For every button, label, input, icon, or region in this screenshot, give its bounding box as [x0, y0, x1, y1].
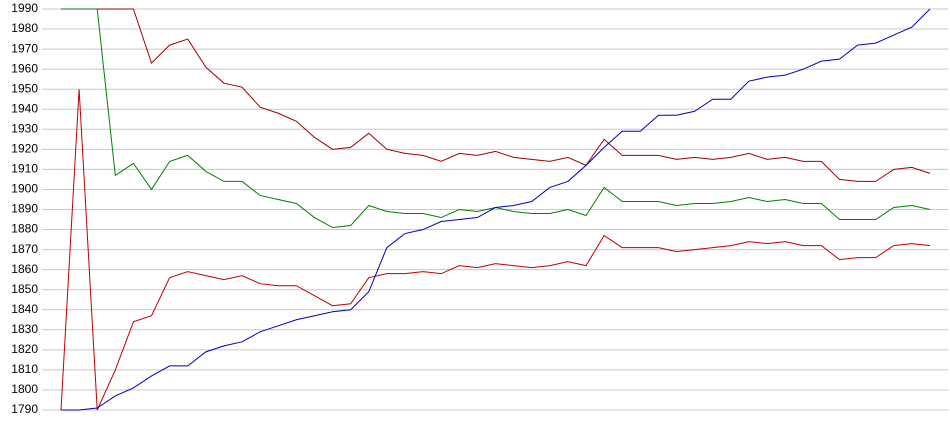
- y-tick-label: 1820: [11, 342, 38, 356]
- series-line: [61, 8, 931, 411]
- y-tick-label: 1980: [11, 21, 38, 35]
- series-line: [61, 8, 931, 229]
- y-tick-label: 1880: [11, 222, 38, 236]
- y-tick-label: 1850: [11, 282, 38, 296]
- y-tick-label: 1900: [11, 182, 38, 196]
- series-line: [61, 8, 931, 182]
- y-tick-label: 1930: [11, 121, 38, 135]
- y-tick-label: 1910: [11, 162, 38, 176]
- series-line: [60, 89, 931, 411]
- y-tick-label: 1840: [11, 302, 38, 316]
- y-tick-label: 1870: [11, 242, 38, 256]
- y-tick-label: 1860: [11, 262, 38, 276]
- y-tick-label: 1920: [11, 142, 38, 156]
- y-tick-label: 1940: [11, 101, 38, 115]
- y-tick-label: 1970: [11, 41, 38, 55]
- y-tick-label: 1810: [11, 362, 38, 376]
- y-tick-label: 1830: [11, 322, 38, 336]
- y-tick-label: 1800: [11, 382, 38, 396]
- y-tick-label: 1960: [11, 61, 38, 75]
- y-tick-label: 1790: [11, 402, 38, 416]
- y-tick-label: 1990: [11, 1, 38, 15]
- y-tick-label: 1890: [11, 202, 38, 216]
- y-tick-label: 1950: [11, 81, 38, 95]
